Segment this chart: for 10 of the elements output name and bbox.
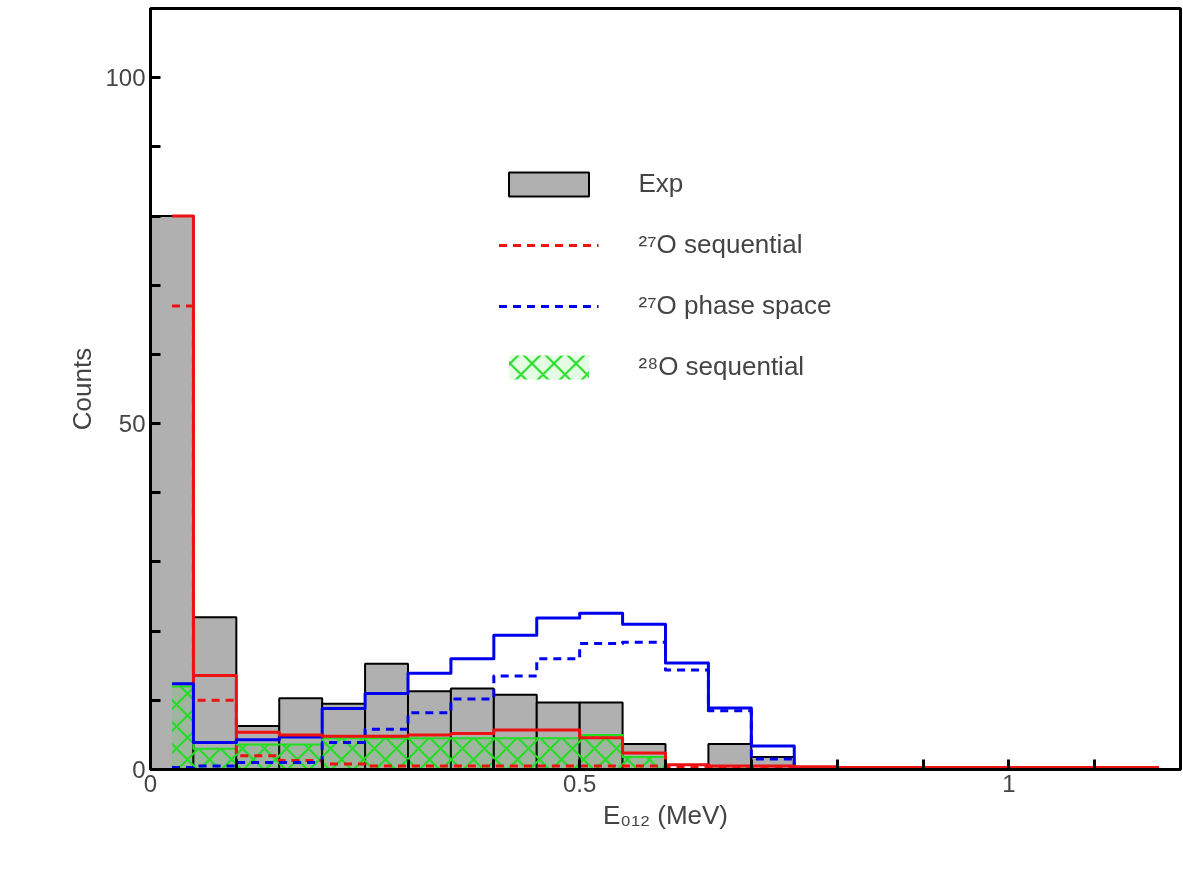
y-axis-title: Counts	[67, 347, 98, 431]
x-tick-label: 1	[1002, 769, 1016, 797]
y-tick-label: 100	[105, 64, 146, 92]
x-tick-label: 0.5	[562, 769, 597, 797]
legend-label: ²⁸O sequential	[638, 351, 805, 382]
x-axis-title: E₀₁₂ (MeV)	[603, 799, 728, 830]
legend-label: Exp	[638, 168, 684, 199]
y-tick-label: 50	[118, 410, 146, 438]
legend-label: ²⁷O sequential	[638, 229, 803, 260]
legend-label: ²⁷O phase space	[638, 290, 832, 321]
